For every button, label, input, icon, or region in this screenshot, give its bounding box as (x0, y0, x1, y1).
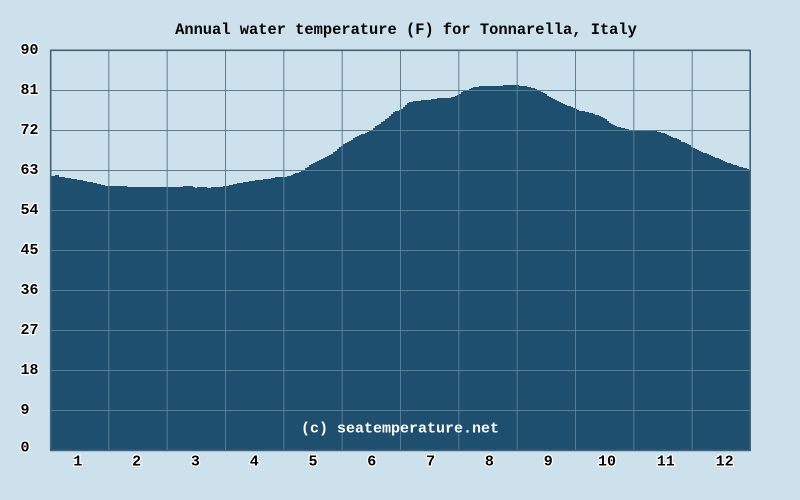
svg-text:(c) seatemperature.net: (c) seatemperature.net (301, 421, 499, 438)
svg-text:5: 5 (308, 454, 317, 471)
svg-text:10: 10 (598, 454, 616, 471)
svg-text:6: 6 (367, 454, 376, 471)
svg-text:9: 9 (21, 402, 30, 419)
svg-text:11: 11 (657, 454, 675, 471)
svg-text:3: 3 (191, 454, 200, 471)
svg-text:1: 1 (73, 454, 82, 471)
svg-text:4: 4 (250, 454, 259, 471)
svg-text:2: 2 (132, 454, 141, 471)
svg-text:0: 0 (21, 440, 30, 457)
svg-text:8: 8 (485, 454, 494, 471)
svg-text:18: 18 (21, 362, 39, 379)
svg-text:90: 90 (21, 42, 39, 59)
svg-text:27: 27 (21, 322, 39, 339)
svg-text:81: 81 (21, 82, 39, 99)
svg-text:12: 12 (716, 454, 734, 471)
svg-text:7: 7 (426, 454, 435, 471)
svg-text:45: 45 (21, 242, 39, 259)
svg-text:72: 72 (21, 122, 39, 139)
svg-text:Annual water temperature (F) f: Annual water temperature (F) for Tonnare… (175, 21, 637, 39)
svg-text:63: 63 (21, 162, 39, 179)
svg-text:54: 54 (21, 202, 39, 219)
svg-text:36: 36 (21, 282, 39, 299)
svg-text:9: 9 (544, 454, 553, 471)
